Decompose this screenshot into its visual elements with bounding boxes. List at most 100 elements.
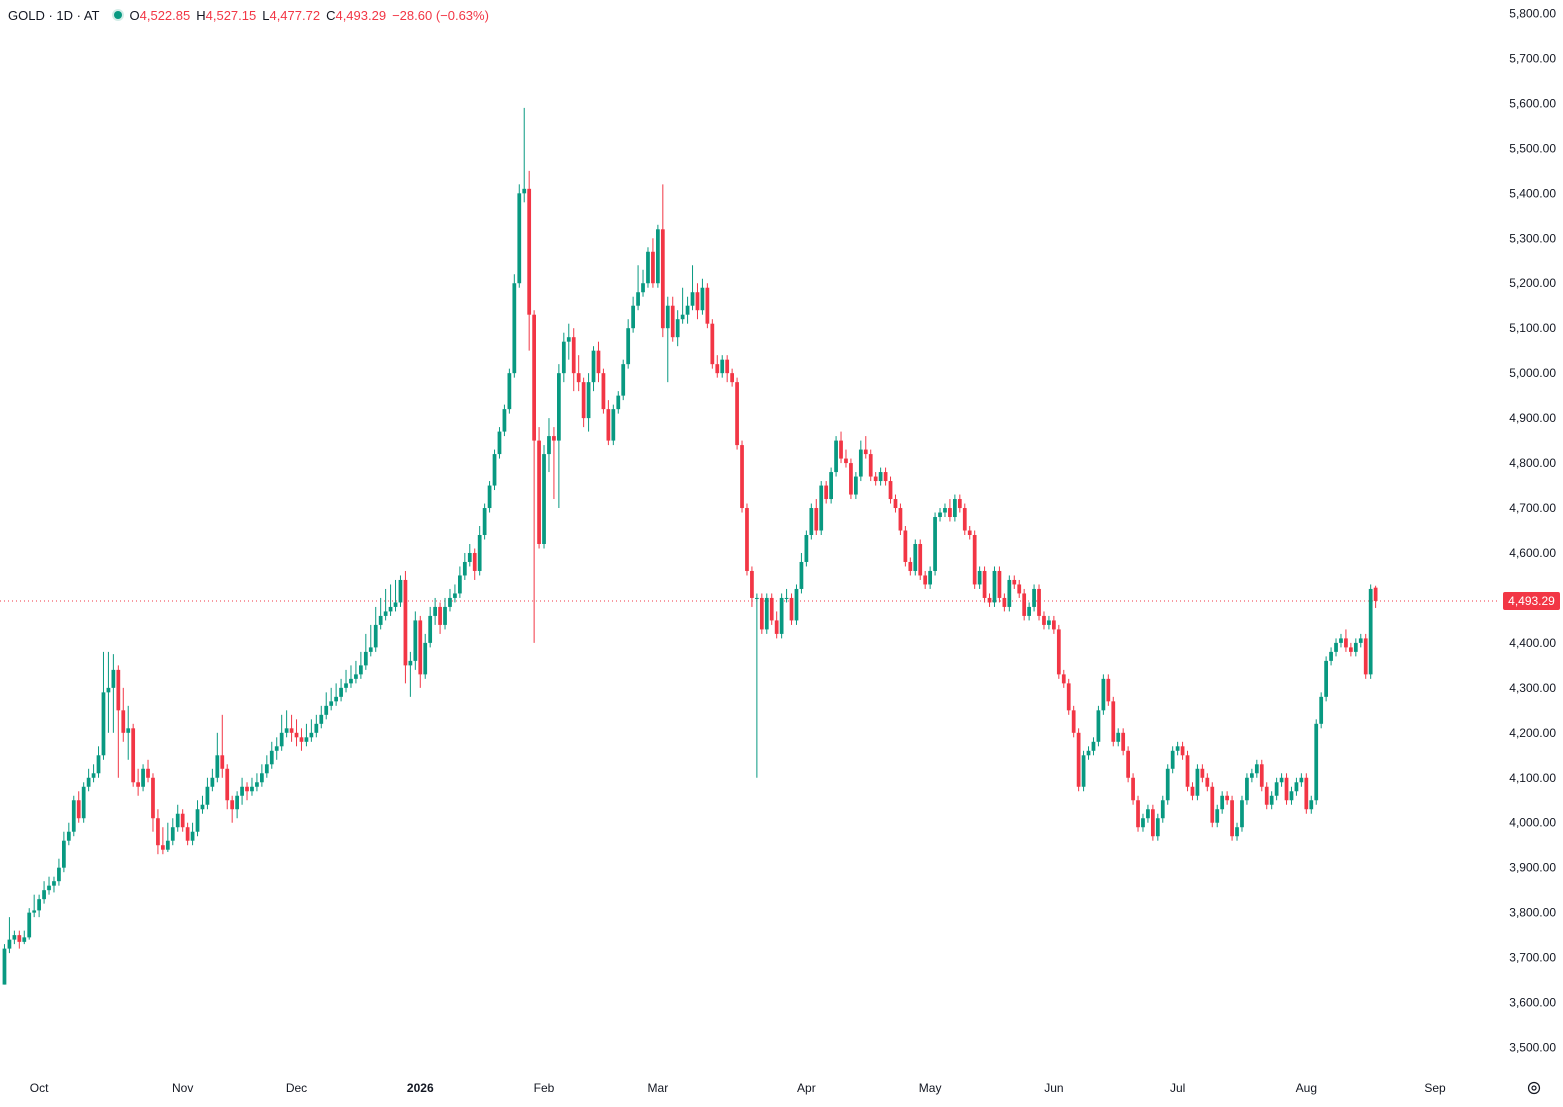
candle-body <box>863 449 868 455</box>
candle-body <box>1106 678 1111 702</box>
candle-body <box>1027 606 1031 616</box>
candle-body <box>1017 584 1022 594</box>
candle <box>636 265 640 311</box>
candle <box>611 404 616 446</box>
candle <box>7 917 12 954</box>
candle <box>1111 696 1116 747</box>
candle-body <box>423 642 428 675</box>
candle <box>339 678 343 702</box>
candle-body <box>314 723 319 733</box>
candle-body <box>126 728 131 733</box>
candle <box>1363 633 1368 679</box>
candle <box>131 723 136 787</box>
candle-body <box>804 535 809 562</box>
candle-body <box>497 431 502 455</box>
candle-body <box>873 476 878 482</box>
candle-body <box>1254 764 1259 774</box>
candle <box>759 593 764 634</box>
candle <box>448 588 452 612</box>
candle <box>1339 633 1343 648</box>
candle <box>982 566 987 603</box>
candle <box>126 705 131 760</box>
candle-body <box>383 611 388 616</box>
candle-body <box>784 597 789 599</box>
candle-body <box>1185 755 1190 787</box>
candle-body <box>591 350 596 383</box>
candle <box>561 332 566 383</box>
candle <box>745 503 749 576</box>
candle-body <box>220 755 225 769</box>
candle <box>156 809 160 855</box>
candle-body <box>472 552 477 571</box>
candle <box>393 579 398 612</box>
candle-body <box>636 292 640 306</box>
candle <box>1225 791 1229 805</box>
candle-body <box>170 827 175 841</box>
candle <box>591 346 596 392</box>
candle-body <box>1329 651 1333 661</box>
candle-body <box>235 795 239 810</box>
candle <box>146 759 150 783</box>
candle <box>829 467 833 504</box>
candle-body <box>923 575 928 585</box>
candle-body <box>1002 597 1007 607</box>
candle <box>854 472 858 500</box>
y-tick-label: 5,100.00 <box>1509 321 1556 335</box>
candle-body <box>373 624 378 648</box>
candle <box>225 764 230 810</box>
candle <box>185 822 190 846</box>
last-price-tag: 4,493.29 <box>1503 592 1560 610</box>
gear-icon[interactable] <box>1526 1080 1542 1096</box>
candle <box>1086 746 1091 760</box>
candle-body <box>467 552 472 562</box>
candle-body <box>1056 629 1061 675</box>
candle <box>1294 777 1299 796</box>
candle <box>967 526 972 540</box>
x-tick-label: Sep <box>1424 1081 1446 1095</box>
candle <box>81 782 86 823</box>
candle-body <box>695 292 700 311</box>
candle-body <box>289 728 294 733</box>
symbol-label[interactable]: GOLD · 1D · AT <box>8 7 100 23</box>
candle <box>571 328 576 392</box>
candle <box>1160 795 1165 823</box>
candle-body <box>631 305 635 329</box>
candle-body <box>1368 588 1373 675</box>
candle <box>1076 728 1081 792</box>
candle-body <box>482 508 487 535</box>
candle <box>428 606 433 648</box>
candle-body <box>141 768 145 787</box>
candle-body <box>1170 750 1175 769</box>
candle <box>1324 656 1328 702</box>
candle <box>651 238 655 288</box>
candle-body <box>1259 764 1264 787</box>
candle-body <box>656 229 660 284</box>
candle <box>200 795 205 814</box>
candle <box>532 310 536 643</box>
candle-body <box>557 373 561 441</box>
candle-body <box>745 508 749 571</box>
candle <box>725 355 730 383</box>
candle <box>1334 638 1338 657</box>
candle-body <box>398 579 403 603</box>
candle-body <box>735 382 739 446</box>
candle <box>527 170 532 351</box>
candle <box>1210 782 1215 828</box>
candle-body <box>799 561 804 589</box>
candle <box>175 804 180 832</box>
x-tick-label: Dec <box>286 1081 307 1095</box>
candle-body <box>329 701 334 706</box>
candle-body <box>1190 786 1195 796</box>
candle <box>566 323 571 360</box>
candle <box>378 597 383 630</box>
candle-body <box>1210 786 1215 823</box>
candle <box>324 692 329 720</box>
candle <box>1284 773 1289 805</box>
candle-body <box>878 472 883 482</box>
candle <box>962 503 967 535</box>
candle <box>715 355 720 378</box>
candle-body <box>660 229 665 329</box>
candle <box>1259 759 1264 792</box>
candle <box>1373 585 1378 608</box>
